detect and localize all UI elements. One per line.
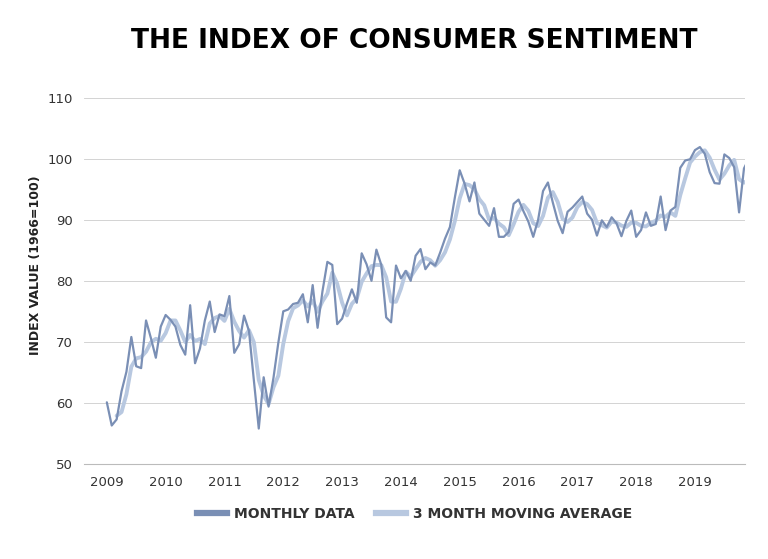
Title: THE INDEX OF CONSUMER SENTIMENT: THE INDEX OF CONSUMER SENTIMENT: [131, 27, 698, 54]
Legend: MONTHLY DATA, 3 MONTH MOVING AVERAGE: MONTHLY DATA, 3 MONTH MOVING AVERAGE: [191, 501, 638, 527]
Y-axis label: INDEX VALUE (1966=100): INDEX VALUE (1966=100): [28, 176, 41, 356]
